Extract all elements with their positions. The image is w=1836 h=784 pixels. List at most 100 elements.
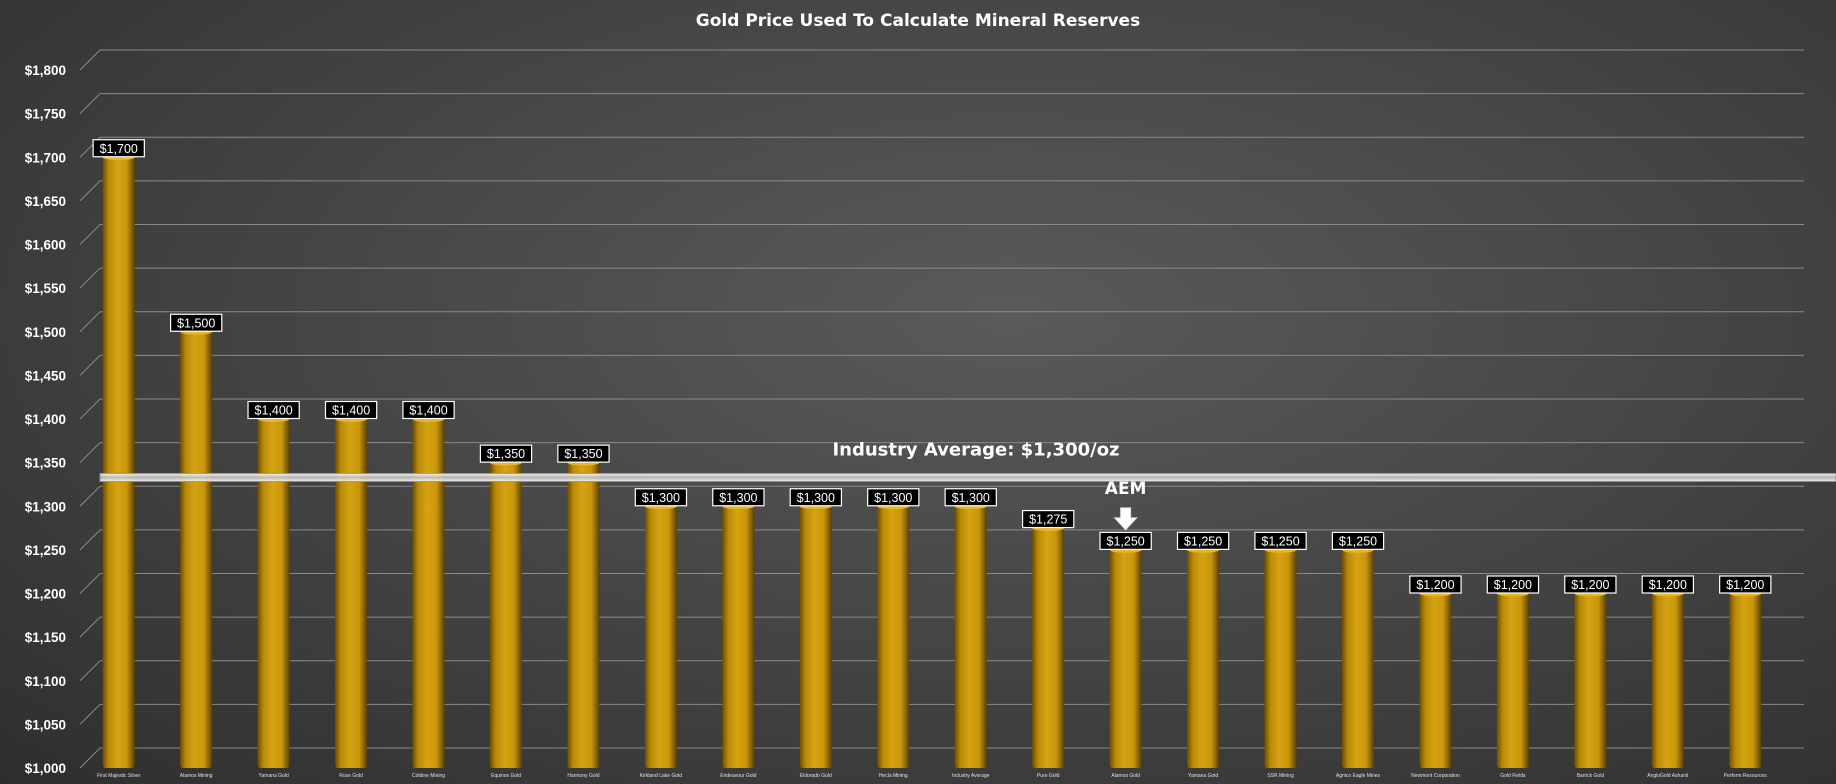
data-label: $1,350 xyxy=(479,444,533,463)
x-tick-label: Endeavour Gold xyxy=(720,773,756,779)
bar xyxy=(1729,590,1762,768)
x-tick-label: Agnico Eagle Mines xyxy=(1336,773,1381,779)
gridline-diag xyxy=(79,442,101,463)
data-label-box xyxy=(867,488,920,507)
x-tick-label: Yamana Gold xyxy=(259,773,289,779)
gridline-diag xyxy=(79,49,101,71)
data-label: $1,300 xyxy=(634,488,688,507)
bar xyxy=(257,416,290,768)
data-label: $1,350 xyxy=(557,444,610,463)
y-tick-label: $1,550 xyxy=(25,281,66,296)
data-label: $1,400 xyxy=(247,400,300,420)
gridlines xyxy=(79,49,1804,769)
data-label-text: $1,500 xyxy=(177,316,215,330)
data-label: $1,200 xyxy=(1564,575,1617,594)
bar xyxy=(1419,590,1452,768)
bar-body xyxy=(1264,549,1297,768)
data-label: $1,300 xyxy=(789,488,843,507)
bar xyxy=(335,416,368,768)
data-label-box xyxy=(1176,531,1230,550)
x-tick-label: Roxe Gold xyxy=(339,773,363,779)
y-tick-label: $1,300 xyxy=(25,499,66,514)
data-label: $1,275 xyxy=(1021,509,1075,529)
y-tick-label: $1,800 xyxy=(25,63,66,78)
data-label-text: $1,200 xyxy=(1649,578,1687,592)
bar-body xyxy=(1032,528,1065,768)
bar-body xyxy=(954,506,987,768)
bar xyxy=(1651,590,1684,768)
data-label: $1,300 xyxy=(712,488,765,507)
x-tick-label: Barrick Gold xyxy=(1577,773,1605,779)
gridline-diag xyxy=(79,398,101,420)
bar xyxy=(644,503,677,768)
data-label: $1,250 xyxy=(1331,531,1385,550)
data-label-box xyxy=(944,488,997,507)
gridline-diag xyxy=(79,311,101,333)
x-tick-label: Perform Resources xyxy=(1724,773,1768,779)
data-label-text: $1,400 xyxy=(255,404,293,418)
data-label-box xyxy=(1486,575,1540,594)
data-labels: $1,700 $1,500 $1,400 $1,400 $1,400 $1,350 $1,3… xyxy=(92,139,1772,594)
gridline-diag xyxy=(79,616,101,638)
bar-body xyxy=(257,419,290,768)
x-tick-label: Hecla Mining xyxy=(879,773,908,779)
gridline-diag xyxy=(79,529,101,551)
y-tick-label: $1,100 xyxy=(25,674,66,689)
bar-body xyxy=(1187,549,1220,768)
x-tick-label: Yamana Gold xyxy=(1188,773,1218,779)
data-label-box xyxy=(169,313,223,332)
x-tick-label: Industry Average xyxy=(952,773,990,779)
data-label-text: $1,200 xyxy=(1571,578,1609,592)
x-tick-label: Eldorado Gold xyxy=(800,773,832,779)
x-tick-label: Equinox Gold xyxy=(491,773,521,779)
bar-body xyxy=(877,506,910,768)
y-tick-label: $1,050 xyxy=(25,717,66,732)
y-tick-label: $1,500 xyxy=(25,325,66,340)
data-label: $1,250 xyxy=(1099,531,1152,550)
data-label-text: $1,300 xyxy=(797,491,835,505)
bar-body xyxy=(1496,593,1529,768)
data-label: $1,200 xyxy=(1719,575,1772,594)
data-label-box xyxy=(1331,531,1385,550)
data-label: $1,400 xyxy=(402,400,455,420)
data-label: $1,500 xyxy=(169,313,223,332)
y-tick-label: $1,350 xyxy=(25,456,66,471)
y-tick-label: $1,650 xyxy=(25,194,66,209)
data-label-box xyxy=(1099,531,1152,550)
x-axis: First Majestic Silver Alamos Mining Yamana… xyxy=(97,773,1767,779)
gridline-diag xyxy=(79,660,101,682)
bar-body xyxy=(1729,593,1762,768)
bar xyxy=(1342,546,1374,768)
data-label-box xyxy=(1641,575,1695,594)
y-tick-label: $1,700 xyxy=(25,150,66,165)
data-label-box xyxy=(1564,575,1617,594)
bar xyxy=(1032,525,1065,768)
industry-average-label: Industry Average: $1,300/oz xyxy=(832,439,1119,460)
annotations: Industry Average: $1,300/oz AEM xyxy=(99,439,1836,531)
bar xyxy=(954,503,987,768)
data-label-text: $1,250 xyxy=(1339,534,1377,548)
data-label-box xyxy=(789,488,843,507)
aem-label: AEM xyxy=(1105,479,1147,499)
data-label-box xyxy=(557,444,610,463)
bar xyxy=(722,503,755,768)
y-tick-label: $1,200 xyxy=(25,587,66,602)
data-label-box xyxy=(634,488,688,507)
x-tick-label: Gold Fields xyxy=(1500,773,1526,779)
bar-body xyxy=(1109,549,1142,768)
data-label-text: $1,400 xyxy=(332,404,370,418)
x-tick-label: Coldine Mining xyxy=(412,773,445,779)
bar-body xyxy=(490,462,522,768)
data-label-text: $1,350 xyxy=(487,447,525,461)
bar-body xyxy=(180,331,213,768)
bar-body xyxy=(335,419,368,768)
data-label-text: $1,200 xyxy=(1726,578,1764,592)
industry-average-line xyxy=(99,472,1836,482)
data-label-text: $1,300 xyxy=(952,491,990,505)
y-tick-label: $1,150 xyxy=(25,630,66,645)
x-tick-label: Harmony Gold xyxy=(567,773,599,779)
x-tick-label: Kirkland Lake Gold xyxy=(640,773,682,779)
y-tick-label: $1,400 xyxy=(25,412,66,427)
x-tick-label: Alamos Gold xyxy=(1111,773,1140,779)
